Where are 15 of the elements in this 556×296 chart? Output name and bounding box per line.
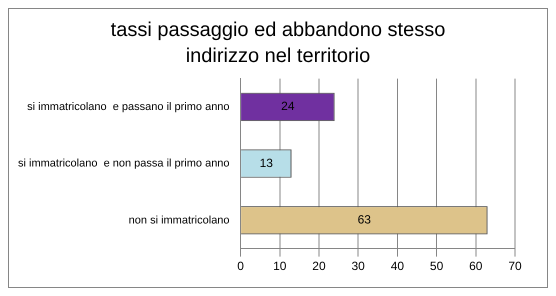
x-tick-label: 60 (469, 259, 483, 274)
x-tick-label: 20 (312, 259, 326, 274)
chart-title: tassi passaggio ed abbandono stesso indirizzo nel territorio (110, 18, 446, 69)
x-tick-label: 70 (508, 259, 522, 274)
x-tick-label: 50 (430, 259, 444, 274)
data-label: 24 (281, 99, 295, 114)
data-label: 13 (260, 156, 274, 170)
y-tick-label: non si immatricolano (128, 214, 230, 226)
x-tick-label: 40 (390, 259, 404, 274)
y-tick-label: si immatricolano e passano il primo anno (27, 100, 230, 113)
x-tick-label: 10 (273, 259, 287, 274)
x-tick-label: 30 (351, 259, 366, 274)
y-tick-label: si immatricolano e non passa il primo anno (18, 158, 230, 170)
data-label: 63 (358, 212, 372, 227)
x-tick-label: 0 (237, 259, 244, 274)
